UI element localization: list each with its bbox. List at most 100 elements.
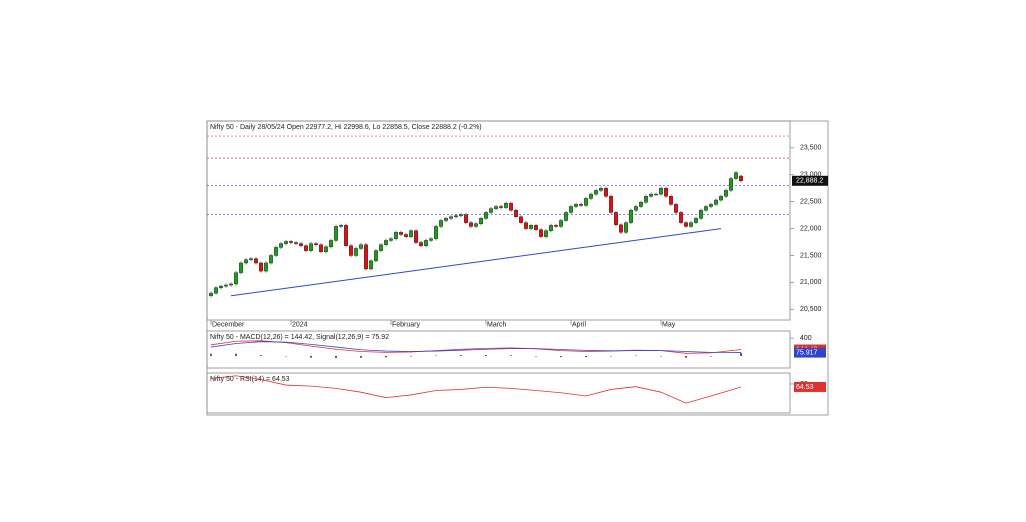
candle-body — [289, 241, 294, 243]
candle-body — [238, 262, 243, 273]
candle-body — [489, 208, 494, 213]
candle-body — [484, 212, 489, 219]
candle-body — [479, 218, 484, 224]
candle-body — [233, 272, 238, 285]
y-tick-label: 400 — [800, 335, 812, 342]
candle-body — [259, 262, 264, 272]
candle-body — [569, 206, 574, 213]
candle-body — [409, 230, 414, 237]
x-tick-label: December — [212, 321, 245, 328]
candle-body — [739, 175, 744, 181]
candle-body — [704, 206, 709, 211]
candle-body — [429, 238, 434, 241]
candle-body — [394, 232, 399, 239]
candle-body — [584, 198, 589, 206]
value-label: 75.917 — [796, 349, 818, 356]
histogram-bar — [335, 355, 337, 359]
histogram-bar — [610, 355, 612, 357]
candle-body — [534, 225, 539, 230]
candle-body — [589, 193, 594, 199]
candle-body — [324, 246, 329, 252]
candle-body — [264, 262, 269, 272]
candle-body — [594, 190, 599, 195]
candle-body — [339, 225, 344, 227]
candle-body — [609, 196, 614, 213]
candle-body — [223, 284, 228, 287]
value-label-box — [794, 381, 826, 392]
candle-body — [664, 188, 669, 197]
histogram-bar — [360, 355, 362, 358]
candle-body — [319, 244, 324, 252]
candle-body — [644, 196, 649, 203]
candle-body — [554, 225, 559, 227]
histogram-bar — [235, 353, 237, 356]
candle-body — [354, 248, 359, 256]
price-panel — [206, 120, 791, 321]
macd-panel — [206, 330, 791, 369]
candle-body — [279, 243, 284, 248]
histogram-bar — [210, 353, 212, 356]
indicator-line — [210, 341, 742, 353]
candle-body — [599, 188, 604, 191]
candle-body — [684, 222, 689, 227]
candle-body — [509, 203, 514, 211]
candle-body — [414, 230, 419, 243]
candle-body — [379, 244, 384, 251]
candle-body — [274, 247, 279, 256]
rsi-title: Nifty 50 - RSI(14) = 64.53 — [210, 376, 290, 383]
candle-body — [674, 204, 679, 213]
candle-body — [549, 225, 554, 231]
candle-body — [539, 229, 544, 237]
candle-body — [294, 242, 299, 244]
candle-body — [474, 223, 479, 227]
candle-body — [299, 243, 304, 246]
candle-body — [213, 287, 218, 294]
candle-body — [444, 218, 449, 221]
histogram-bar — [660, 355, 662, 357]
candle-body — [719, 196, 724, 201]
candle-body — [464, 214, 469, 223]
histogram-bar — [740, 352, 742, 356]
candle-body — [349, 245, 354, 256]
candle-body — [544, 230, 549, 237]
histogram-bar — [535, 355, 537, 357]
candle-body — [284, 241, 289, 244]
candle-body — [359, 244, 364, 249]
candle-body — [624, 222, 629, 233]
price-label-box — [792, 175, 828, 186]
candle-body — [604, 188, 609, 197]
candle-body — [639, 202, 644, 207]
candle-body — [304, 245, 309, 251]
candle-body — [404, 234, 409, 237]
candle-body — [649, 193, 654, 197]
y-tick-label: 21,500 — [800, 252, 822, 259]
rsi-panel — [206, 372, 791, 414]
candle-body — [369, 260, 374, 270]
candle-body — [689, 222, 694, 227]
candle-body — [218, 285, 223, 288]
candle-body — [529, 225, 534, 229]
candle-body — [344, 225, 349, 246]
candle-body — [709, 204, 714, 207]
candle-body — [248, 258, 253, 260]
value-label-box — [794, 347, 826, 358]
candle-body — [459, 214, 464, 216]
candle-body — [309, 243, 314, 251]
y-tick-label: 20,500 — [800, 306, 822, 313]
candle-body — [524, 222, 529, 229]
candle-body — [469, 222, 474, 227]
chart-title: Nifty 50 - Daily 28/05/24 Open 22977.2, … — [210, 124, 482, 131]
candle-body — [208, 292, 213, 296]
x-tick-label: 2024 — [292, 321, 308, 328]
candle-body — [519, 216, 524, 223]
candle-body — [419, 242, 424, 246]
candle-body — [729, 178, 734, 191]
candle-body — [374, 250, 379, 262]
y-tick-label: 21,000 — [800, 279, 822, 286]
candle-body — [389, 238, 394, 241]
y-tick-label: 23,500 — [800, 145, 822, 152]
candle-body — [399, 232, 404, 235]
candle-body — [439, 220, 444, 227]
candle-body — [454, 215, 459, 217]
y-tick-label: 22,500 — [800, 199, 822, 206]
